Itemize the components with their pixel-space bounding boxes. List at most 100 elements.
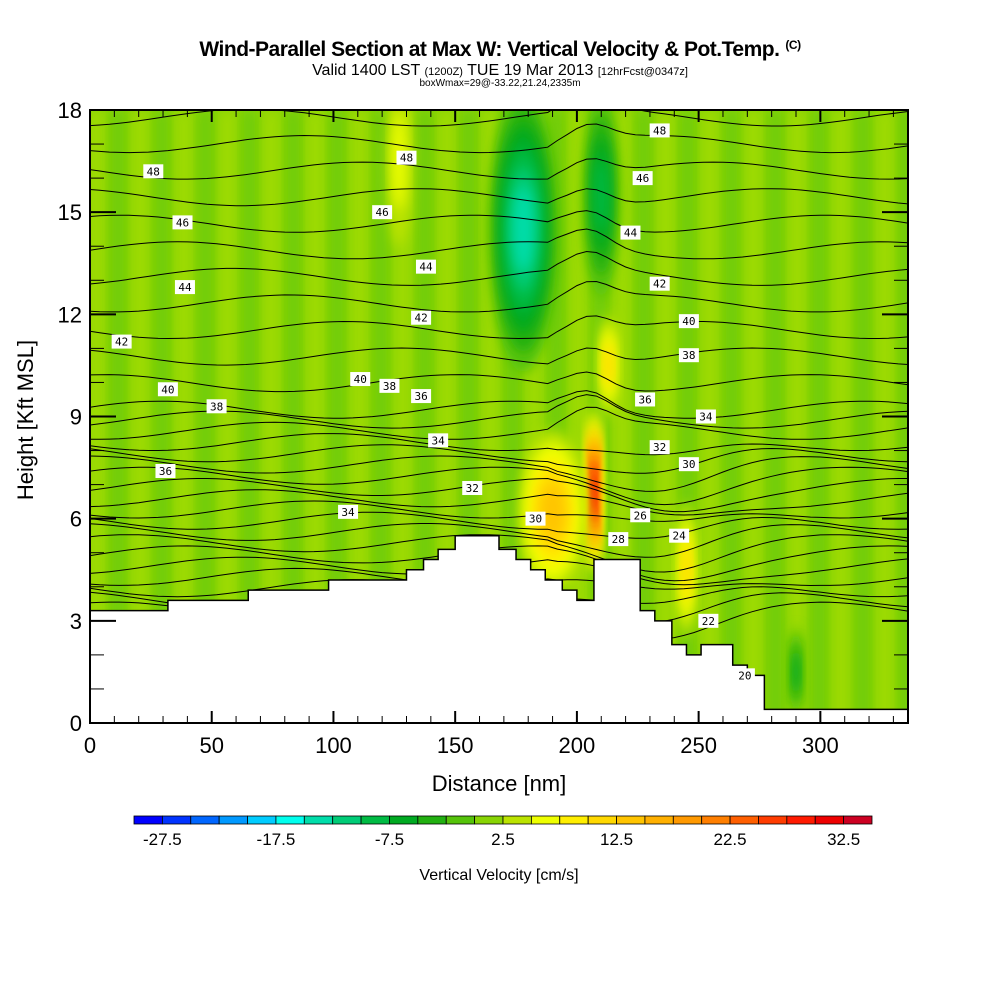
theta-contour-27: [90, 523, 908, 558]
contour-label: 40: [157, 382, 178, 397]
contour-label-text: 48: [653, 124, 666, 137]
contour-label: 46: [172, 215, 193, 230]
contour-label-text: 44: [624, 227, 638, 240]
theta-contour-47: [90, 158, 908, 180]
theta-contour-48: [90, 123, 908, 154]
contour-label: 48: [396, 150, 417, 165]
contour-label: 34: [695, 409, 716, 424]
field-band: [221, 110, 234, 723]
contour-label-box: [649, 276, 670, 291]
contour-label-box: [428, 433, 449, 448]
terrain-mask: [89, 534, 909, 724]
colorbar-swatch: [729, 815, 759, 825]
colorbar-tick-label: 12.5: [600, 830, 633, 849]
colorbar-tick-label: 22.5: [714, 830, 747, 849]
contour-label: 26: [630, 508, 651, 523]
contour-label-text: 40: [354, 373, 367, 386]
colorbar-label: Vertical Velocity [cm/s]: [419, 867, 578, 884]
field-band: [199, 110, 212, 723]
contour-label-text: 38: [210, 400, 223, 413]
theta-contour-44: [90, 228, 908, 260]
contour-label-box: [411, 389, 432, 404]
contour-label: 44: [174, 280, 195, 295]
contour-label: 38: [678, 348, 699, 363]
theta-contour-43: [90, 250, 908, 286]
contour-label-text: 48: [400, 152, 413, 165]
field-band: [287, 110, 300, 723]
colorbar-swatch: [275, 815, 305, 825]
contour-label-text: 38: [682, 349, 695, 362]
w-feature-updraft-core: [592, 472, 596, 511]
contour-label-text: 36: [638, 393, 651, 406]
contour-label-box: [630, 508, 651, 523]
subtitle-forecast: [12hrFcst@0347z]: [597, 66, 688, 78]
contour-label: 42: [649, 276, 670, 291]
field-band: [177, 110, 190, 723]
contour-label-text: 34: [699, 411, 713, 424]
contour-label-box: [396, 150, 417, 165]
x-tick-label: 250: [680, 733, 717, 758]
contour-label-text: 40: [161, 383, 174, 396]
contour-label-box: [649, 123, 670, 138]
contour-label-box: [635, 392, 656, 407]
theta-contour-42: [90, 280, 908, 313]
contour-label-box: [111, 334, 132, 349]
contour-label-box: [649, 440, 670, 455]
contour-label-text: 26: [634, 509, 647, 522]
colorbar-swatch: [417, 815, 447, 825]
subtitle-utc: (1200Z): [424, 66, 463, 78]
contour-label-text: 36: [159, 465, 172, 478]
colorbar-swatch: [218, 815, 248, 825]
chart-title: Wind-Parallel Section at Max W: Vertical…: [0, 38, 1000, 62]
contour-label: 38: [379, 378, 400, 393]
contour-label: 42: [111, 334, 132, 349]
contour-label-box: [415, 259, 436, 274]
colorbar-tick-label: 2.5: [491, 830, 515, 849]
colorbar-swatch: [616, 815, 646, 825]
colorbar-swatch: [502, 815, 532, 825]
colorbar-swatch: [360, 815, 390, 825]
colorbar-swatch: [587, 815, 617, 825]
w-feature-downdraft-aloft: [513, 187, 534, 271]
contour-label: 44: [415, 259, 436, 274]
contour-label: 24: [669, 528, 690, 543]
contour-label: 36: [155, 463, 176, 478]
contour-label: 40: [678, 314, 699, 329]
field-band: [243, 110, 256, 723]
contour-label-text: 24: [673, 530, 687, 543]
x-tick-label: 100: [315, 733, 352, 758]
contour-label-box: [372, 205, 393, 220]
theta-contour-34: [90, 444, 908, 474]
theta-contour-32: [90, 466, 908, 506]
contour-label-text: 46: [376, 206, 389, 219]
colorbar-swatch: [445, 815, 476, 825]
field-band: [659, 110, 672, 723]
contour-label-box: [678, 457, 699, 472]
colorbar-swatch: [190, 815, 220, 825]
colorbar-tick-label: 32.5: [827, 830, 860, 849]
x-tick-label: 300: [802, 733, 839, 758]
contour-label-box: [462, 481, 483, 496]
field-band: [813, 110, 826, 723]
contour-label-box: [669, 528, 690, 543]
theta-contour-30: [90, 489, 908, 516]
contour-label-box: [632, 171, 653, 186]
copyright-mark: (C): [785, 38, 801, 52]
contour-label: 34: [338, 504, 359, 519]
contour-label-box: [698, 613, 719, 628]
contour-label-box: [678, 314, 699, 329]
theta-contour-29: [90, 500, 908, 522]
w-feature-downdraft-lee: [792, 652, 800, 692]
contour-label: 42: [411, 310, 432, 325]
contour-label-text: 40: [682, 315, 695, 328]
w-feature-updraft-lobe: [541, 485, 564, 539]
contour-label-box: [525, 511, 546, 526]
colorbar-tick-label: -7.5: [375, 830, 404, 849]
contour-label-text: 30: [529, 513, 542, 526]
field-band: [374, 110, 388, 723]
colorbar-swatch: [701, 815, 731, 825]
theta-contour-41: [90, 315, 908, 340]
contour-label: 20: [734, 668, 755, 683]
contour-label-box: [155, 463, 176, 478]
subtitle-date: TUE 19 Mar 2013: [467, 62, 594, 79]
